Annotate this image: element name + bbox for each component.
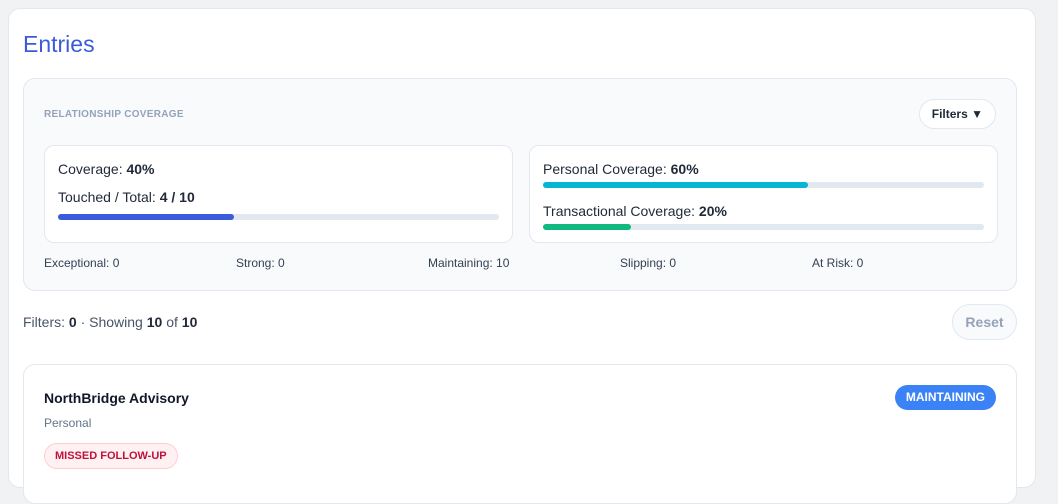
coverage-box: Coverage: 40% Touched / Total: 4 / 10 [44,145,513,243]
filters-button[interactable]: Filters ▼ [918,99,996,129]
stat-maintaining: Maintaining: 10 [428,256,510,270]
personal-progress-bar [543,182,984,188]
transactional-progress-fill [543,224,632,230]
entry-name: NorthBridge Advisory [44,390,189,406]
transactional-coverage-text: Transactional Coverage: 20% [543,203,727,219]
stat-slipping: Slipping: 0 [620,256,677,270]
coverage-text: Coverage: 40% [58,161,155,177]
reset-button[interactable]: Reset [952,304,1017,340]
coverage-progress-bar [58,214,499,220]
page-title: Entries [23,31,95,57]
missed-follow-up-tag: MISSED FOLLOW-UP [44,443,178,469]
transactional-progress-bar [543,224,984,230]
stat-strong: Strong: 0 [236,256,285,270]
personal-progress-fill [543,182,808,188]
relationship-coverage-panel: RELATIONSHIP COVERAGE Filters ▼ Coverage… [23,78,1017,291]
coverage-breakdown-box: Personal Coverage: 60% Transactional Cov… [529,145,998,243]
entry-card[interactable]: NorthBridge Advisory Personal MISSED FOL… [23,364,1017,504]
entries-container: Entries RELATIONSHIP COVERAGE Filters ▼ … [8,8,1036,504]
coverage-progress-fill [58,214,235,220]
filter-summary: Filters: 0 · Showing 10 of 10 [23,314,198,330]
stat-at-risk: At Risk: 0 [812,256,864,270]
stat-exceptional: Exceptional: 0 [44,256,120,270]
entry-type: Personal [44,416,92,430]
status-badge: MAINTAINING [894,385,996,410]
personal-coverage-text: Personal Coverage: 60% [543,161,699,177]
touched-text: Touched / Total: 4 / 10 [58,189,195,205]
panel-heading: RELATIONSHIP COVERAGE [44,109,184,120]
